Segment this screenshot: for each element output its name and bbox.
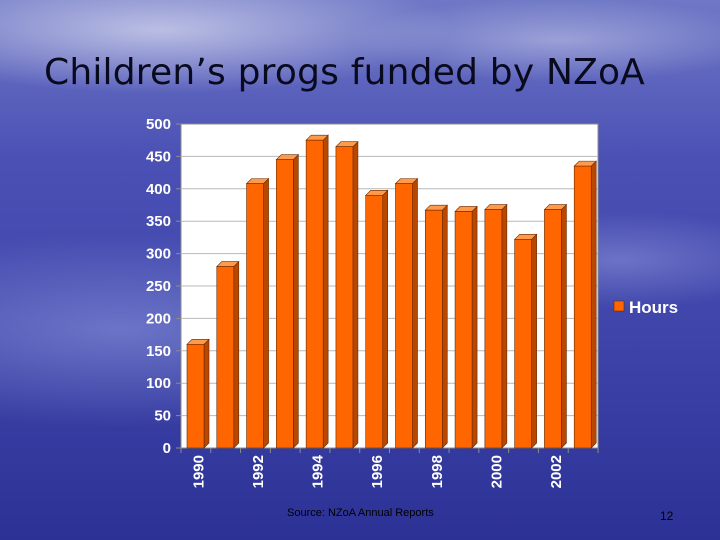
x-tick-label: 1998 [429, 455, 446, 488]
y-tick-label: 50 [154, 408, 171, 425]
x-tick-label: 1992 [250, 455, 267, 488]
x-tick-label: 1990 [191, 455, 208, 488]
bar-1994 [305, 134, 329, 449]
bar-front [186, 344, 205, 449]
y-tick-label: 100 [146, 375, 171, 392]
bar-front [365, 194, 384, 449]
bar-side [352, 140, 359, 449]
x-tick-label: 1994 [310, 454, 327, 488]
source-note: Source: NZoA Annual Reports [287, 507, 434, 519]
bar-front [544, 209, 562, 449]
bar-side [531, 233, 537, 449]
legend-swatch-hours [613, 300, 625, 312]
bar-side [293, 153, 299, 449]
bar-1993 [275, 153, 300, 449]
bar-1998 [424, 204, 449, 449]
slide-title: Children’s progs funded by NZoA [44, 52, 646, 93]
bar-side [412, 177, 418, 449]
bar-side [471, 205, 478, 449]
bar-side [561, 203, 567, 449]
bar-side [382, 189, 389, 449]
bar-1996 [364, 189, 389, 449]
bar-front [395, 183, 413, 449]
bar-1995 [335, 140, 359, 449]
bar-1992 [245, 177, 270, 449]
bar-front [424, 209, 443, 449]
bar-side [233, 260, 240, 449]
bar-1990 [186, 338, 210, 449]
bar-front [514, 239, 532, 449]
bar-side [501, 203, 508, 449]
y-tick-label: 500 [146, 116, 171, 133]
y-tick-label: 300 [146, 246, 171, 263]
x-tick-label: 2002 [548, 455, 565, 488]
y-tick-label: 0 [163, 440, 171, 457]
bar-side [322, 134, 329, 449]
bar-2001 [513, 233, 538, 449]
y-tick-label: 200 [146, 310, 171, 327]
bar-front [216, 266, 235, 449]
bars [186, 134, 597, 449]
bar-1997 [394, 177, 419, 449]
bar-1999 [454, 205, 478, 449]
bar-front [305, 139, 324, 449]
y-tick-label: 350 [146, 213, 171, 230]
slide-number: 12 [660, 509, 674, 523]
y-tick-label: 450 [146, 148, 171, 165]
bar-2000 [484, 203, 508, 449]
y-axis: 0 50 100 150 200 250 300 350 400 450 500 [146, 116, 181, 457]
bar-side [441, 204, 448, 449]
y-tick-label: 250 [146, 278, 171, 295]
legend: Hours [613, 298, 678, 317]
bar-side [263, 177, 269, 449]
bar-1991 [216, 260, 240, 449]
bar-2003 [573, 160, 597, 449]
x-tick-label: 2000 [488, 455, 505, 488]
bar-front [484, 209, 503, 449]
x-axis: 1990 1992 1994 1996 1998 2000 2002 [180, 448, 599, 488]
bar-side [590, 160, 597, 449]
x-tick-label: 1996 [369, 455, 386, 488]
bar-front [335, 146, 354, 449]
bar-2002 [543, 203, 568, 449]
bar-front [276, 159, 294, 449]
bar-front [573, 165, 592, 449]
y-tick-label: 400 [146, 181, 171, 198]
legend-label-hours: Hours [629, 298, 678, 317]
bar-front [246, 183, 264, 449]
bar-side [203, 338, 210, 449]
y-tick-label: 150 [146, 343, 171, 360]
bar-front [454, 211, 473, 449]
